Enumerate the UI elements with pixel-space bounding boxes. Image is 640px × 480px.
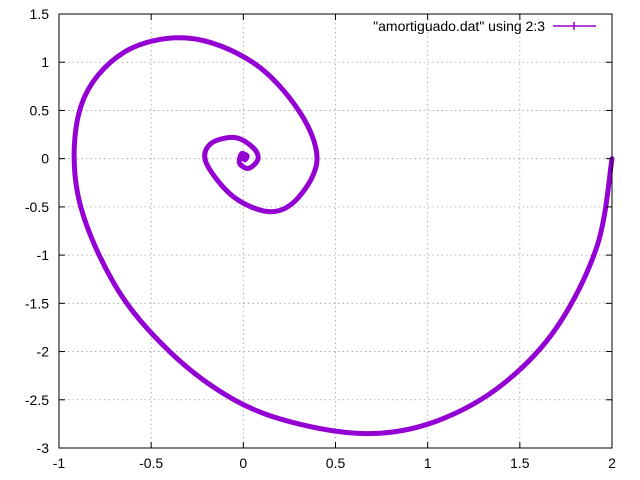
y-tick-label: 0.5 [30,102,50,118]
ticks: -1 -0.5 0 0.5 1 1.5 2 -3 -2.5 -2 -1.5 -1 -0.5 0 0.5 1 1.… [25,6,616,471]
x-tick-label: 1.5 [510,455,530,471]
x-tick-label: -1 [53,455,66,471]
y-tick-label: -1 [37,247,50,263]
x-tick-label: 2 [608,455,616,471]
x-tick-label: 0 [239,455,247,471]
series-layer [71,35,615,437]
x-tick-label: 1 [424,455,432,471]
y-tick-label: -2.5 [25,392,49,408]
x-tick-label: 0.5 [326,455,346,471]
y-tick-label: 1.5 [30,6,50,22]
series-line [71,35,615,437]
y-tick-label: -0.5 [25,199,49,215]
legend-label: "amortiguado.dat" using 2:3 [373,18,545,34]
grid [59,14,612,448]
y-tick-label: -2 [37,344,50,360]
y-tick-label: 0 [41,151,49,167]
x-tick-label: -0.5 [139,455,163,471]
legend: "amortiguado.dat" using 2:3 [373,18,596,34]
y-tick-label: 1 [41,54,49,70]
y-tick-label: -1.5 [25,295,49,311]
y-tick-label: -3 [37,440,50,456]
